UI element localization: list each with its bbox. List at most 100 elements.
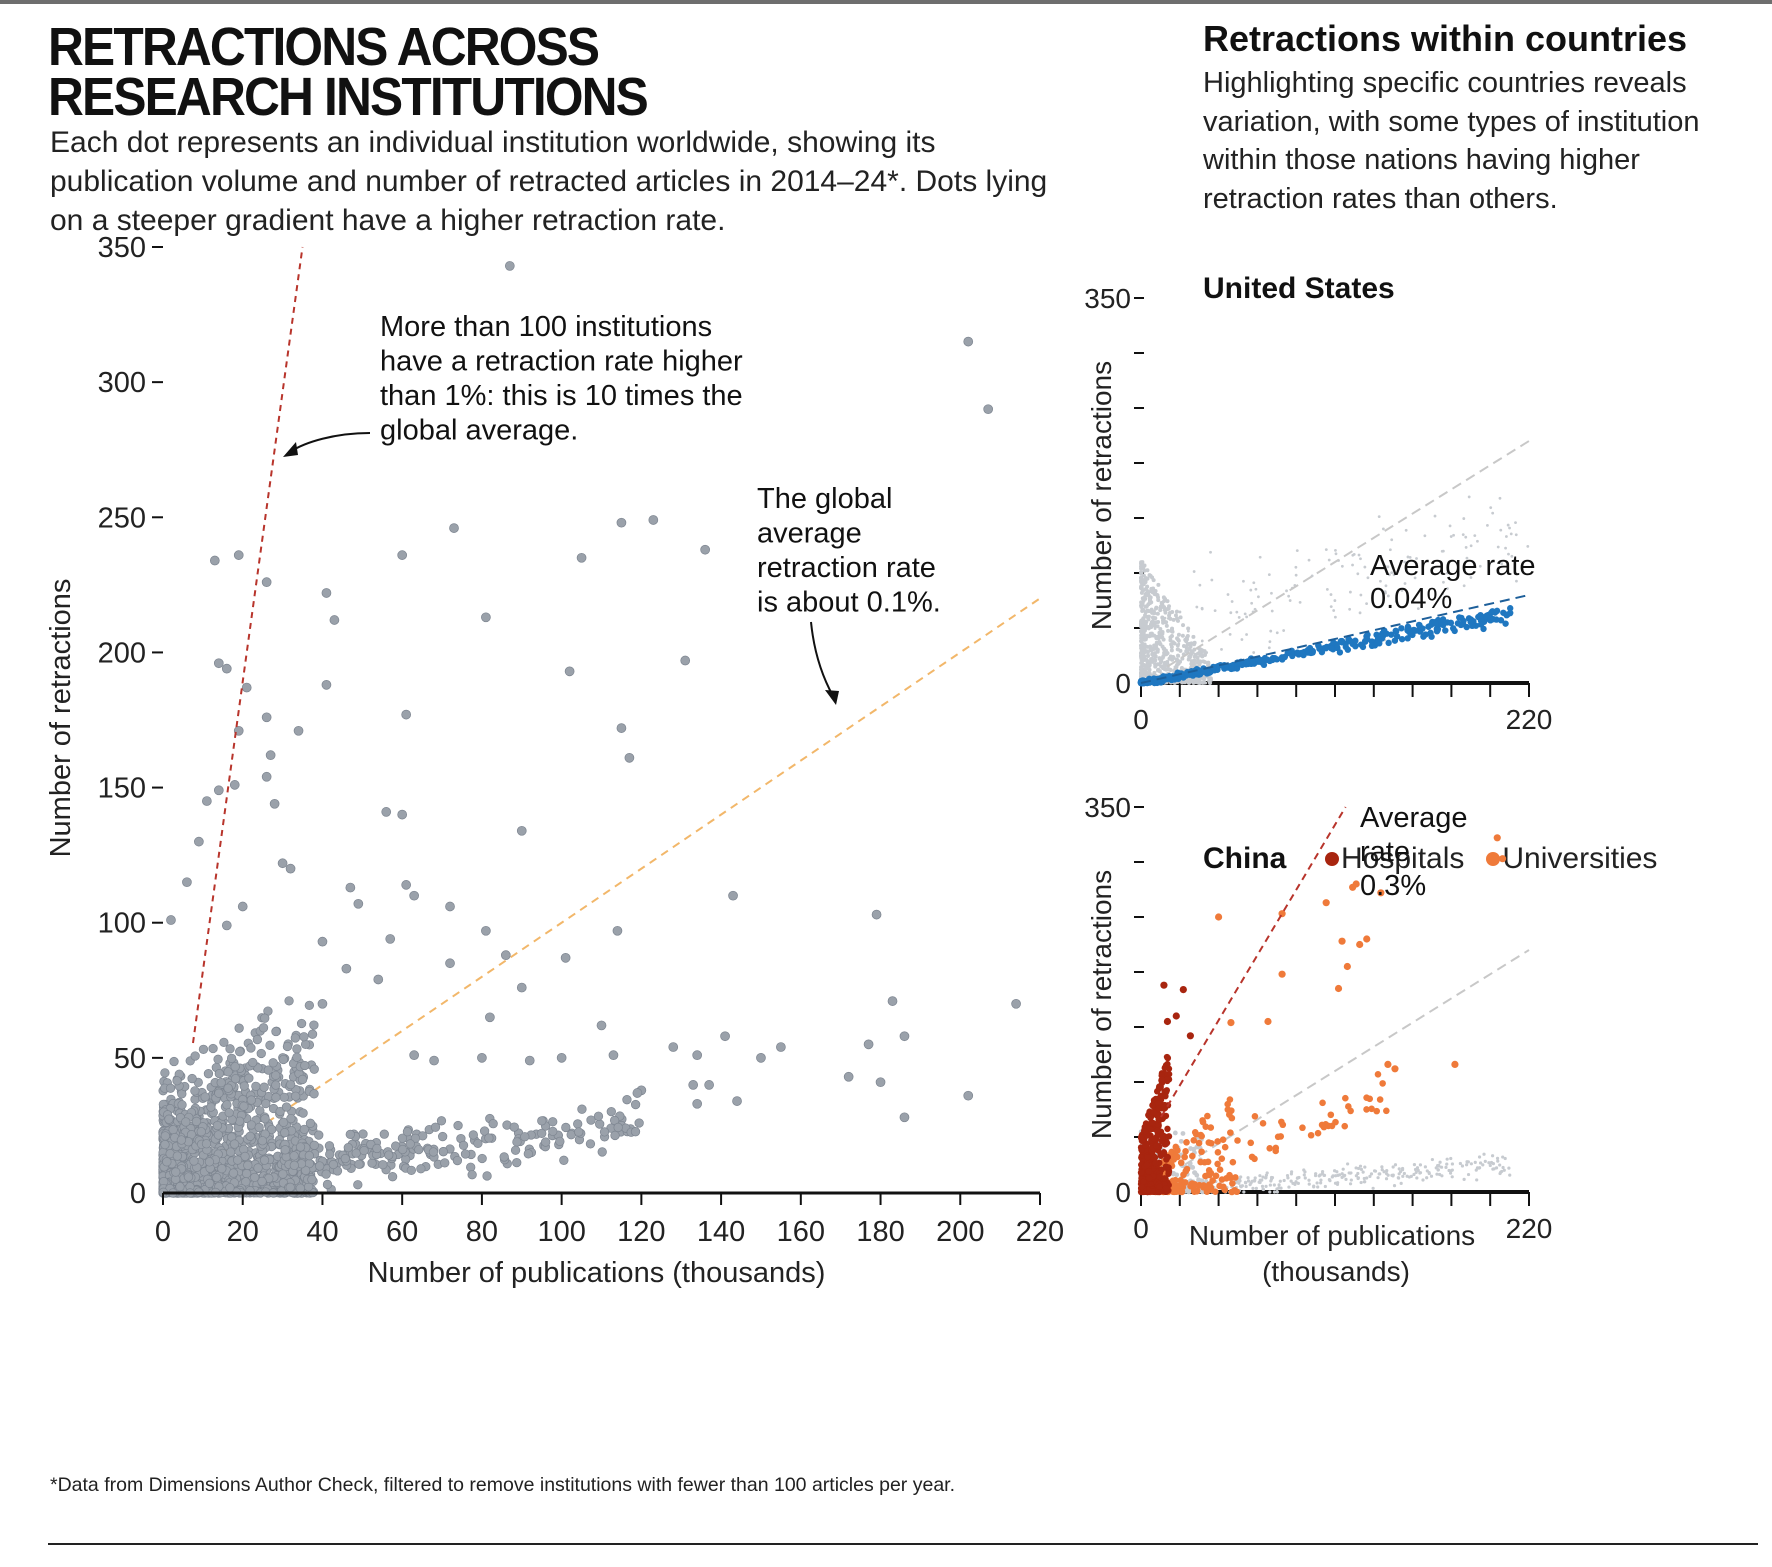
institution-dot (230, 1074, 241, 1084)
institution-dot (1365, 1176, 1369, 1180)
institution-dot (278, 1169, 288, 1179)
institution-dot (516, 825, 527, 836)
institution-dot (1324, 548, 1328, 552)
institution-dot (1144, 591, 1149, 596)
institution-dot (523, 1149, 533, 1159)
institution-dot (1433, 514, 1437, 518)
institution-dot (481, 925, 491, 936)
institution-dot (385, 934, 396, 944)
y-tick-label: 300 (98, 367, 146, 399)
institution-dot (252, 1034, 263, 1045)
university-dot (1176, 1181, 1184, 1189)
university-dot (1177, 1188, 1184, 1195)
hospital-dot (1165, 1169, 1172, 1176)
university-dot (1327, 1111, 1335, 1119)
institution-dot (1168, 635, 1173, 640)
institution-dot (1275, 1190, 1279, 1194)
institution-dot (1402, 1171, 1406, 1176)
institution-dot (1202, 677, 1207, 682)
institution-dot (214, 1088, 224, 1098)
institution-dot (1155, 647, 1160, 652)
university-dot (1338, 937, 1346, 945)
institution-dot (1169, 656, 1173, 660)
institution-dot (225, 1147, 236, 1157)
hospital-dot (1138, 1183, 1146, 1191)
institution-dot (1250, 601, 1254, 605)
institution-dot (309, 1140, 319, 1150)
institution-dot (414, 1144, 424, 1155)
institution-dot (1393, 1163, 1398, 1167)
institution-dot (1174, 616, 1179, 621)
university-dot (1183, 1165, 1191, 1173)
institution-dot (445, 901, 455, 912)
institution-dot (372, 1143, 382, 1154)
institution-dot (1498, 1171, 1502, 1176)
institution-dot (1240, 638, 1244, 641)
institution-dot (1448, 524, 1452, 528)
institution-dot (484, 1133, 494, 1143)
institution-dot (160, 1139, 170, 1150)
institution-dot (1505, 535, 1508, 538)
x-tick-label: 100 (537, 1216, 585, 1248)
x-tick-label: 60 (386, 1216, 418, 1248)
institution-dot (1429, 1174, 1434, 1178)
institution-dot (250, 1172, 260, 1183)
institution-dot (201, 1139, 212, 1149)
institution-dot (577, 1104, 587, 1114)
institution-dot (1149, 648, 1154, 653)
institution-dot (1482, 1152, 1486, 1156)
us-institution-dot (1398, 625, 1405, 632)
institution-dot (1187, 647, 1192, 652)
institution-dot (704, 1080, 714, 1090)
institution-dot (1169, 642, 1174, 647)
annotation-china-average-line: 0.3% (1360, 870, 1426, 902)
hospital-dot (1157, 1083, 1164, 1091)
institution-dot (304, 1151, 314, 1161)
institution-dot (1464, 546, 1468, 549)
institution-dot (204, 1178, 215, 1188)
x-tick-label: 220 (1506, 1213, 1553, 1244)
university-dot (1314, 1129, 1322, 1137)
institution-dot (1166, 617, 1170, 620)
institution-dot (1294, 565, 1298, 569)
y-tick-label: 100 (98, 908, 146, 940)
us-institution-dot (1165, 675, 1173, 682)
institution-dot (1206, 662, 1211, 667)
institution-dot (1327, 1178, 1331, 1182)
institution-dot (1200, 606, 1204, 610)
institution-dot (1359, 1167, 1364, 1171)
institution-dot (1526, 544, 1530, 548)
institution-dot (1392, 1184, 1397, 1188)
institution-dot (728, 890, 738, 901)
institution-dot (172, 1151, 183, 1161)
university-dot (1226, 1096, 1234, 1103)
hospital-dot (1138, 1169, 1145, 1176)
institution-dot (1450, 1175, 1454, 1179)
institution-dot (1486, 523, 1489, 527)
us-institution-dot (1434, 627, 1441, 634)
institution-dot (409, 1050, 419, 1061)
china-scatter-chart: 350 00 220 Number of retractions Number of p… (1084, 792, 1552, 1287)
institution-dot (1464, 535, 1468, 539)
university-dot (1451, 1060, 1459, 1068)
y-tick-label: 250 (98, 502, 146, 534)
university-dot (1220, 1183, 1227, 1191)
university-dot (1279, 1121, 1287, 1129)
universities-swatch (1486, 852, 1501, 866)
institution-dot (409, 890, 419, 901)
institution-dot (285, 1182, 295, 1192)
university-dot (1278, 970, 1286, 978)
institution-dot (1153, 651, 1158, 656)
institution-dot (321, 588, 332, 598)
institution-dot (887, 996, 898, 1006)
institution-dot (1380, 1165, 1384, 1169)
institution-dot (206, 1102, 216, 1112)
institution-dot (1438, 1160, 1442, 1164)
hospital-dot (1164, 1125, 1171, 1133)
institution-dot (1508, 1173, 1512, 1177)
us-institution-dot (1439, 616, 1447, 623)
institution-dot (321, 1169, 331, 1179)
institution-dot (1226, 593, 1230, 596)
institution-dot (1346, 1162, 1350, 1166)
hospital-dot (1143, 1161, 1151, 1169)
